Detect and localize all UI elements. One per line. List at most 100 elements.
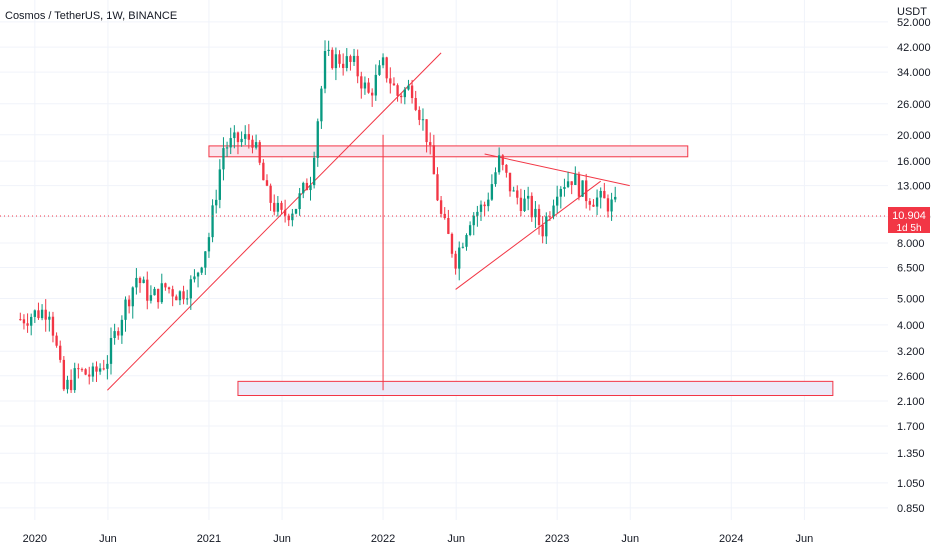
candle-body bbox=[410, 85, 414, 99]
candle-body bbox=[334, 54, 338, 69]
symbol-title: Cosmos / TetherUS, 1W, BINANCE bbox=[5, 10, 177, 22]
candle-body bbox=[570, 181, 573, 185]
candle-body bbox=[196, 272, 200, 277]
candle-body bbox=[526, 195, 530, 199]
y-tick-label: 34.000 bbox=[897, 67, 931, 79]
candle-body bbox=[91, 366, 95, 377]
candle-body bbox=[465, 235, 468, 247]
candle-body bbox=[476, 211, 479, 216]
candle-body bbox=[273, 202, 276, 212]
candle-body bbox=[124, 299, 127, 320]
candle-body bbox=[156, 288, 160, 303]
candle-body bbox=[534, 208, 537, 218]
x-tick-label: 2024 bbox=[719, 533, 743, 545]
price-badge-value: 10.904 bbox=[892, 210, 926, 222]
candle-body bbox=[276, 202, 280, 212]
candle-body bbox=[450, 233, 454, 254]
y-tick-label: 4.000 bbox=[897, 320, 925, 332]
candle-body bbox=[501, 155, 504, 165]
candle-body bbox=[429, 142, 432, 146]
candle-body bbox=[164, 283, 167, 288]
candle-body bbox=[19, 319, 22, 321]
candle-body bbox=[574, 173, 577, 185]
candle-body bbox=[138, 277, 142, 284]
candle-body bbox=[302, 182, 305, 194]
candle-body bbox=[73, 368, 76, 391]
candle-body bbox=[131, 287, 134, 307]
currency-label: USDT bbox=[897, 6, 927, 18]
candle-body bbox=[356, 55, 359, 77]
candle-body bbox=[265, 180, 269, 186]
candle-body bbox=[80, 369, 84, 371]
candle-body bbox=[135, 277, 138, 288]
candle-body bbox=[37, 310, 40, 319]
candle-body bbox=[396, 85, 399, 96]
candle-body bbox=[577, 173, 581, 197]
candle-body bbox=[106, 363, 109, 369]
candle-body bbox=[142, 279, 145, 284]
candle-body bbox=[98, 368, 102, 372]
x-tick-label: Jun bbox=[99, 533, 117, 545]
x-tick-label: 2023 bbox=[545, 533, 569, 545]
candle-body bbox=[392, 83, 396, 86]
candle-body bbox=[592, 204, 595, 207]
candle-body bbox=[312, 157, 316, 186]
candle-body bbox=[305, 182, 309, 191]
candle-body bbox=[251, 139, 254, 148]
candle-body bbox=[414, 98, 417, 110]
candle-body bbox=[149, 295, 153, 301]
candle-body bbox=[69, 379, 73, 391]
candle-body bbox=[418, 109, 421, 120]
y-tick-label: 16.000 bbox=[897, 156, 931, 168]
y-tick-label: 26.000 bbox=[897, 99, 931, 111]
candle-body bbox=[109, 337, 113, 364]
candle-body bbox=[432, 145, 436, 175]
candle-body bbox=[585, 180, 588, 202]
candle-body bbox=[371, 92, 374, 96]
candle-body bbox=[280, 202, 283, 210]
candle-body bbox=[341, 63, 345, 69]
drawing-layer bbox=[107, 52, 834, 397]
horizontal-zone[interactable] bbox=[237, 380, 834, 397]
candle-body bbox=[320, 88, 323, 122]
candle-body bbox=[479, 204, 483, 212]
candle-body bbox=[389, 78, 392, 84]
trendline[interactable] bbox=[484, 153, 630, 187]
candle-body bbox=[247, 134, 251, 140]
trendline[interactable] bbox=[107, 52, 442, 391]
x-tick-label: Jun bbox=[796, 533, 814, 545]
candle-body bbox=[614, 196, 617, 200]
candle-body bbox=[193, 276, 196, 280]
y-tick-label: 0.850 bbox=[897, 503, 925, 515]
y-tick-label: 52.000 bbox=[897, 17, 931, 29]
candle-body bbox=[581, 180, 584, 197]
y-tick-label: 3.200 bbox=[897, 346, 925, 358]
candle-body bbox=[490, 184, 494, 200]
candle-body bbox=[182, 291, 185, 300]
candle-body bbox=[349, 56, 352, 62]
candle-body bbox=[403, 89, 406, 98]
candle-body bbox=[225, 147, 229, 149]
candle-body bbox=[294, 209, 298, 214]
y-tick-label: 1.700 bbox=[897, 421, 925, 433]
candle-body bbox=[530, 195, 533, 218]
candle-body bbox=[44, 309, 47, 320]
candle-body bbox=[523, 198, 526, 212]
candle-body bbox=[385, 57, 388, 79]
y-tick-label: 1.350 bbox=[897, 448, 925, 460]
candle-body bbox=[167, 287, 171, 290]
candle-body bbox=[367, 82, 370, 93]
candle-body bbox=[494, 172, 497, 185]
candle-body bbox=[84, 369, 87, 375]
candle-body bbox=[175, 296, 178, 301]
candle-body bbox=[595, 197, 599, 207]
candle-body bbox=[200, 267, 203, 273]
horizontal-zone[interactable] bbox=[208, 145, 689, 158]
candle-body bbox=[447, 218, 450, 234]
candle-body bbox=[483, 204, 486, 207]
candle-body bbox=[556, 196, 559, 206]
candle-body bbox=[51, 316, 55, 336]
trendline[interactable] bbox=[455, 180, 602, 290]
candle-body bbox=[48, 316, 51, 320]
